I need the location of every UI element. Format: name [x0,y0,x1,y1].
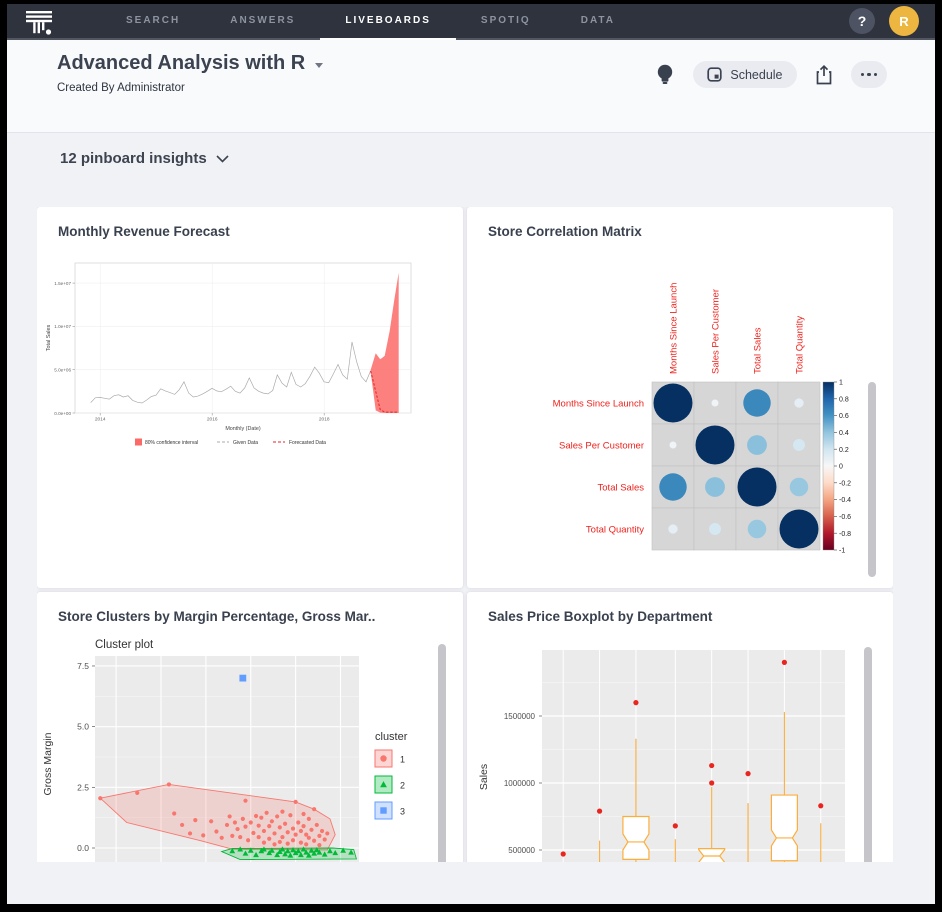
svg-text:1.5e+07: 1.5e+07 [54,281,71,286]
created-by-text: Created By Administrator [57,82,185,94]
chevron-down-icon [216,154,229,163]
svg-text:-0.8: -0.8 [839,531,851,538]
nav-tab-data[interactable]: DATA [580,15,616,26]
svg-text:1: 1 [839,380,843,387]
svg-text:Sales Per Customer: Sales Per Customer [559,441,644,452]
svg-text:Gross Margin: Gross Margin [42,732,54,795]
cards-grid: Monthly Revenue Forecast 0.0e+00 5.0e+06 1… [37,207,893,862]
liveboard-content: 12 pinboard insights Monthly Revenue For… [7,133,935,904]
cluster-plot-chart: 0.0 2.5 5.0 7.5 Cluster plot Gross Margin clus… [42,639,408,862]
svg-text:Forecasted Data: Forecasted Data [289,440,326,446]
svg-text:0.8: 0.8 [839,396,849,403]
svg-text:0.6: 0.6 [839,413,849,420]
svg-text:2: 2 [400,781,405,791]
svg-text:1.0e+07: 1.0e+07 [54,324,71,329]
svg-text:-1: -1 [839,548,845,555]
svg-text:Cluster plot: Cluster plot [95,639,154,651]
svg-text:0.0e+00: 0.0e+00 [54,411,71,416]
nav-tab-answers[interactable]: ANSWERS [230,15,296,26]
svg-text:0: 0 [839,464,843,471]
chevron-down-icon [315,63,324,68]
spotiq-insights-button[interactable] [654,63,676,87]
nav-tab-search[interactable]: SEARCH [126,15,181,26]
svg-text:500000: 500000 [508,846,535,855]
svg-text:2014: 2014 [95,417,106,423]
card-scrollbar[interactable] [438,644,446,862]
svg-text:1500000: 1500000 [504,712,536,721]
svg-text:1000000: 1000000 [504,779,536,788]
insight-card-boxplot[interactable]: Sales Price Boxplot by Department 500000… [467,592,893,862]
nav-tab-liveboards[interactable]: LIVEBOARDS [320,4,456,40]
thoughtspot-logo-icon[interactable] [25,8,55,38]
help-button[interactable]: ? [849,8,875,34]
svg-text:Total Sales: Total Sales [753,327,764,374]
card-scrollbar[interactable] [864,647,872,862]
svg-text:0.2: 0.2 [839,447,849,454]
ellipsis-icon [860,72,877,77]
schedule-icon [707,67,723,82]
svg-text:80% confidence interval: 80% confidence interval [145,440,198,446]
svg-text:7.5: 7.5 [77,661,89,671]
nav-right: ? R [849,4,935,38]
svg-text:0.4: 0.4 [839,430,849,437]
svg-text:Total Quantity: Total Quantity [795,316,806,374]
svg-text:Months Since Launch: Months Since Launch [553,399,644,410]
svg-text:Total Quantity: Total Quantity [586,525,644,536]
schedule-label: Schedule [730,67,783,82]
svg-text:3: 3 [400,807,405,817]
svg-text:Sales: Sales [478,764,490,790]
insight-card-clusters[interactable]: Store Clusters by Margin Percentage, Gro… [37,592,463,862]
app-window: SEARCH ANSWERS LIVEBOARDS SPOTIQ DATA ? R Ad… [7,4,935,904]
title-block: Advanced Analysis with R Created By Admi… [57,52,324,94]
boxplot-chart: 500000 1000000 1500000 Sales [478,650,845,862]
header-actions: Schedule [654,61,887,88]
svg-text:Sales Per Customer: Sales Per Customer [711,289,722,374]
svg-text:Months Since Launch: Months Since Launch [669,283,680,374]
schedule-button[interactable]: Schedule [693,61,797,88]
svg-text:Given Data: Given Data [233,440,258,446]
nav-tab-spotiq[interactable]: SPOTIQ [480,15,531,26]
more-options-button[interactable] [850,61,887,88]
svg-text:Total Sales: Total Sales [598,483,645,494]
share-icon [816,64,831,84]
card-title: Monthly Revenue Forecast [58,224,230,239]
svg-text:-0.6: -0.6 [839,514,851,521]
svg-text:2.5: 2.5 [77,782,89,792]
insight-card-forecast[interactable]: Monthly Revenue Forecast 0.0e+00 5.0e+06 1… [37,207,463,588]
card-title: Sales Price Boxplot by Department [488,609,713,624]
card-title: Store Clusters by Margin Percentage, Gro… [58,609,376,624]
svg-text:2018: 2018 [319,417,330,423]
svg-text:-0.2: -0.2 [839,480,851,487]
svg-text:Total Sales: Total Sales [46,325,52,352]
top-nav: SEARCH ANSWERS LIVEBOARDS SPOTIQ DATA ? R [7,4,935,40]
svg-text:5.0e+06: 5.0e+06 [54,368,71,373]
svg-text:5.0: 5.0 [77,722,89,732]
user-avatar[interactable]: R [889,6,919,36]
insights-count-toggle[interactable]: 12 pinboard insights [60,150,893,167]
share-button[interactable] [814,64,834,86]
svg-text:0.0: 0.0 [77,843,89,853]
page-title: Advanced Analysis with R [57,52,306,74]
liveboard-header: Advanced Analysis with R Created By Admi… [7,40,935,133]
insight-card-correlation[interactable]: Store Correlation Matrix Months Since La… [467,207,893,588]
insights-count-label: 12 pinboard insights [60,150,207,167]
svg-text:1: 1 [400,755,405,765]
svg-text:-0.4: -0.4 [839,497,851,504]
forecast-chart: 0.0e+00 5.0e+06 1.0e+07 1.5e+07 2014 2016 2018… [46,262,412,446]
svg-text:2016: 2016 [207,417,218,423]
svg-text:Monthly (Date): Monthly (Date) [225,426,261,432]
svg-text:cluster: cluster [375,731,408,743]
card-scrollbar[interactable] [868,382,876,577]
nav-tabs: SEARCH ANSWERS LIVEBOARDS SPOTIQ DATA [101,4,640,40]
correlation-matrix-chart: Months Since Launch Months Since Launch Sa… [553,283,852,555]
card-title: Store Correlation Matrix [488,224,642,239]
title-dropdown[interactable]: Advanced Analysis with R [57,52,324,75]
lightbulb-icon [658,64,673,84]
